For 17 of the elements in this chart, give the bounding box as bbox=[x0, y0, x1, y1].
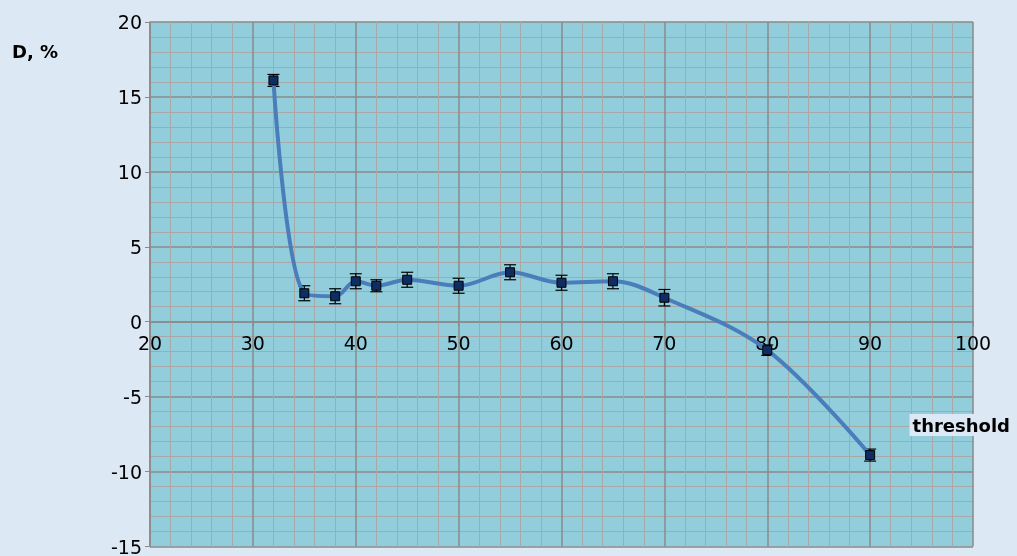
x-tick-label: 30 bbox=[240, 332, 265, 354]
y-axis-title: D, % bbox=[12, 40, 59, 62]
y-tick-label: 15 bbox=[117, 85, 142, 108]
y-tick-label: 0 bbox=[129, 310, 142, 333]
x-tick-label: 50 bbox=[446, 332, 471, 354]
x-tick-label: 90 bbox=[858, 332, 883, 354]
y-tick-label: -5 bbox=[123, 385, 142, 408]
x-tick-label: 60 bbox=[549, 332, 574, 354]
y-tick-label: 5 bbox=[129, 235, 142, 258]
y-tick-label: -15 bbox=[110, 535, 142, 556]
x-tick-label: 100 bbox=[954, 332, 992, 354]
y-tick-label: -10 bbox=[110, 460, 142, 483]
y-tick-label: 10 bbox=[117, 160, 142, 183]
x-axis-title: threshold bbox=[912, 414, 1010, 436]
x-tick-label: 70 bbox=[652, 332, 677, 354]
x-tick-label: 40 bbox=[343, 332, 368, 354]
y-tick-label: 20 bbox=[117, 11, 142, 33]
